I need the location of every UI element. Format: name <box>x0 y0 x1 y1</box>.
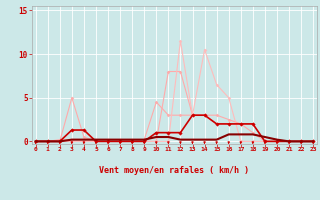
X-axis label: Vent moyen/en rafales ( km/h ): Vent moyen/en rafales ( km/h ) <box>100 166 249 175</box>
